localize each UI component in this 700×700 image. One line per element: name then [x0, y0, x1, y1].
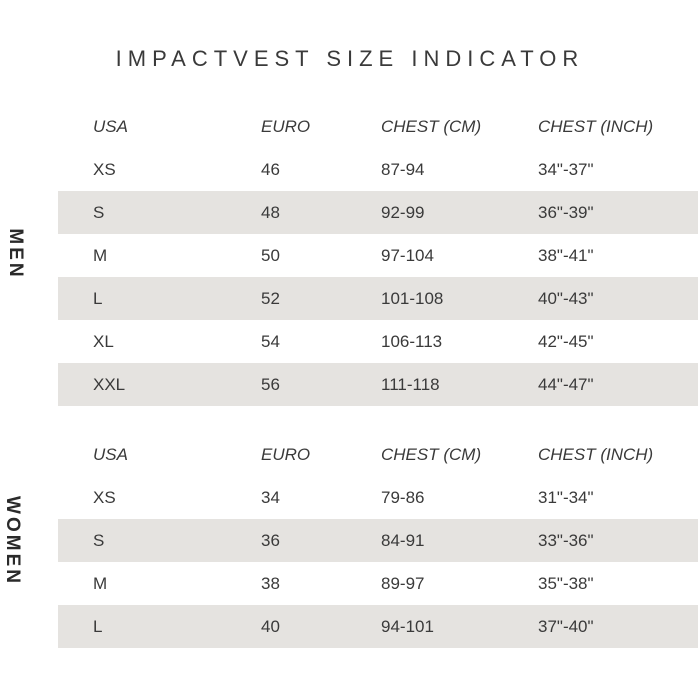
- cell-chest-cm: 94-101: [381, 617, 434, 636]
- cell-chest-inch: 44"-47": [538, 375, 594, 394]
- cell-chest-inch: 37"-40": [538, 617, 594, 636]
- cell-chest-cm: 101-108: [381, 289, 444, 308]
- table-row: L 52 101-108 40"-43": [58, 277, 698, 320]
- cell-usa: L: [93, 617, 103, 636]
- cell-chest-cm: 89-97: [381, 574, 425, 593]
- cell-euro: 48: [261, 203, 280, 222]
- cell-euro: 56: [261, 375, 280, 394]
- men-size-table: USA EURO CHEST (CM) CHEST (INCH) XS 46 8…: [58, 105, 698, 406]
- cell-chest-inch: 31"-34": [538, 488, 594, 507]
- header-chest-cm: CHEST (CM): [381, 445, 482, 464]
- table-header-row: USA EURO CHEST (CM) CHEST (INCH): [58, 433, 698, 476]
- table-row: L 40 94-101 37"-40": [58, 605, 698, 648]
- table-row: M 38 89-97 35"-38": [58, 562, 698, 605]
- cell-usa: XS: [93, 160, 116, 179]
- cell-euro: 52: [261, 289, 280, 308]
- page-title: IMPACTVEST SIZE INDICATOR: [115, 46, 585, 71]
- cell-usa: M: [93, 246, 108, 265]
- header-euro: EURO: [261, 445, 311, 464]
- cell-chest-cm: 97-104: [381, 246, 434, 265]
- cell-chest-cm: 79-86: [381, 488, 425, 507]
- cell-chest-inch: 36"-39": [538, 203, 594, 222]
- cell-chest-cm: 106-113: [381, 332, 443, 351]
- cell-usa: L: [93, 289, 103, 308]
- cell-usa: S: [93, 203, 105, 222]
- table-row: XL 54 106-113 42"-45": [58, 320, 698, 363]
- header-euro: EURO: [261, 117, 311, 136]
- women-size-table: USA EURO CHEST (CM) CHEST (INCH) XS 34 7…: [58, 433, 698, 648]
- header-chest-inch: CHEST (INCH): [538, 117, 654, 136]
- cell-usa: XS: [93, 488, 116, 507]
- table-row: XS 46 87-94 34"-37": [58, 148, 698, 191]
- cell-euro: 34: [261, 488, 280, 507]
- header-chest-cm: CHEST (CM): [381, 117, 482, 136]
- header-usa: USA: [93, 445, 128, 464]
- cell-euro: 46: [261, 160, 280, 179]
- table-row: XS 34 79-86 31"-34": [58, 476, 698, 519]
- cell-chest-inch: 42"-45": [538, 332, 594, 351]
- men-section-label: MEN: [5, 228, 26, 280]
- cell-usa: XL: [93, 332, 114, 351]
- women-section-label: WOMEN: [2, 496, 23, 586]
- cell-chest-inch: 33"-36": [538, 531, 594, 550]
- cell-chest-cm: 92-99: [381, 203, 425, 222]
- cell-chest-inch: 38"-41": [538, 246, 594, 265]
- table-row: XXL 56 111-118 44"-47": [58, 363, 698, 406]
- table-row: S 36 84-91 33"-36": [58, 519, 698, 562]
- cell-chest-cm: 111-118: [381, 375, 440, 394]
- cell-usa: XXL: [93, 375, 126, 394]
- table-row: S 48 92-99 36"-39": [58, 191, 698, 234]
- table-row: M 50 97-104 38"-41": [58, 234, 698, 277]
- header-usa: USA: [93, 117, 128, 136]
- cell-euro: 38: [261, 574, 280, 593]
- cell-euro: 50: [261, 246, 280, 265]
- cell-euro: 40: [261, 617, 280, 636]
- header-chest-inch: CHEST (INCH): [538, 445, 654, 464]
- cell-chest-inch: 35"-38": [538, 574, 594, 593]
- cell-chest-cm: 87-94: [381, 160, 425, 179]
- cell-euro: 36: [261, 531, 280, 550]
- cell-usa: S: [93, 531, 105, 550]
- cell-chest-inch: 34"-37": [538, 160, 594, 179]
- cell-usa: M: [93, 574, 108, 593]
- cell-chest-inch: 40"-43": [538, 289, 594, 308]
- table-header-row: USA EURO CHEST (CM) CHEST (INCH): [58, 105, 698, 148]
- cell-chest-cm: 84-91: [381, 531, 425, 550]
- cell-euro: 54: [261, 332, 280, 351]
